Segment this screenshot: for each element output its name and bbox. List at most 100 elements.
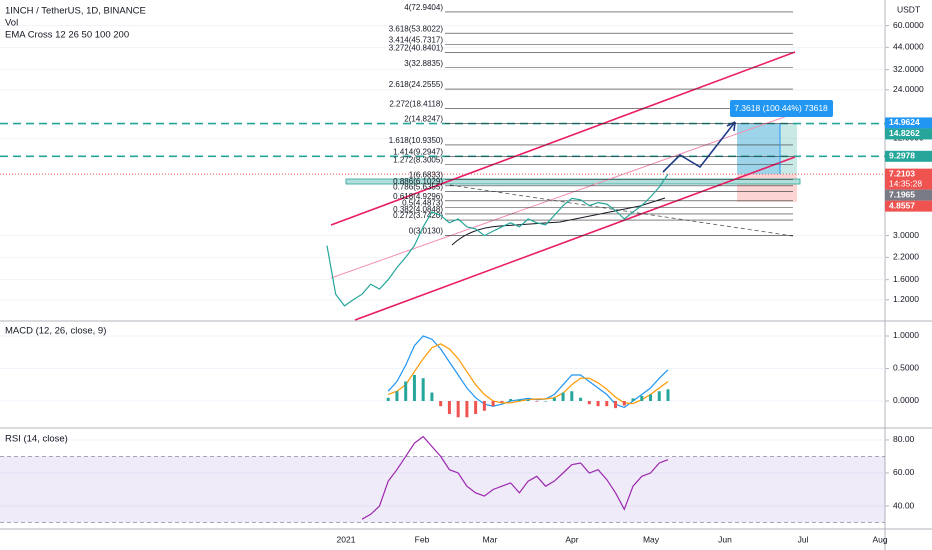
x-tick-label: Jul (798, 534, 809, 544)
y-tick-label: 2.2000 (893, 252, 919, 262)
x-tick-label: Apr (565, 534, 578, 544)
histogram-bar (631, 398, 635, 401)
channel-upper (330, 51, 796, 226)
annotation: 7.3618 (100.44%) 73618 (734, 103, 828, 113)
price-label: 4.8557 (889, 200, 915, 210)
price-label-box (885, 200, 932, 212)
histogram-bar (587, 400, 591, 405)
target-zone (737, 123, 797, 175)
y-tick-label: 24.0000 (893, 84, 924, 94)
channel-mid (330, 114, 791, 279)
fib-label: 1.618(10.9350) (389, 136, 444, 145)
pane-title: 1INCH / TetherUS, 1D, BINANCE (5, 6, 146, 17)
pane-title: MACD (12, 26, close, 9) (5, 326, 106, 337)
fib-label: 0.5(4.4873) (402, 198, 443, 207)
price-label: 9.2978 (889, 151, 915, 161)
histogram-bar (474, 400, 478, 414)
histogram-bar (622, 400, 626, 406)
histogram-bar (640, 395, 644, 401)
histogram-bar (412, 374, 416, 401)
price-label-box (885, 128, 932, 140)
x-tick-label: Feb (415, 534, 430, 544)
histogram-bar (649, 394, 653, 401)
price-label-box (885, 150, 932, 162)
y-tick-label: 80.00 (893, 434, 915, 444)
drawings (330, 51, 801, 321)
histogram-bar (491, 400, 495, 407)
histogram-bar (561, 392, 565, 401)
fib-label: 3(32.8835) (404, 59, 443, 68)
price-label-box (885, 168, 932, 190)
zone (345, 178, 801, 185)
histogram-bar (596, 400, 600, 407)
currency-label: USDT (897, 4, 920, 14)
histogram-bar (386, 397, 390, 401)
fib-label: 0.272(3.7420) (393, 211, 443, 220)
trend-line (449, 184, 794, 237)
fib-label: 0.618(4.9296) (393, 192, 443, 201)
fib-label: 2.618(24.2555) (389, 80, 444, 89)
indicator-label: EMA Cross 12 26 50 100 200 (5, 30, 129, 41)
fib-label: 0.382(4.0848) (393, 205, 443, 214)
y-tick-label: 32.0000 (893, 64, 924, 74)
series-line (387, 335, 669, 409)
histogram-bar (570, 391, 574, 401)
fib-label: 4(72.9404) (404, 3, 443, 12)
y-tick-label: 1.0000 (893, 330, 919, 340)
histogram-bar (517, 399, 521, 401)
histogram-bar (482, 400, 486, 411)
price-label: 7.2103 (889, 168, 915, 178)
indicator-label: Vol (5, 18, 18, 29)
fib-label: 2(14.8247) (404, 115, 443, 124)
x-tick-label: Aug (872, 534, 887, 544)
projection-path (662, 121, 736, 173)
price-label: 14.8262 (889, 128, 920, 138)
fib-label: 3.618(53.8022) (389, 24, 444, 33)
y-tick-label: 60.0000 (893, 20, 924, 30)
histogram-bar (614, 400, 618, 409)
histogram-bar (404, 381, 408, 401)
histogram-bar (657, 391, 661, 401)
price-label: 14.9624 (889, 117, 920, 127)
stop-zone (737, 174, 797, 202)
pane-title: RSI (14, close) (5, 434, 68, 445)
price-label: 7.1965 (889, 189, 915, 199)
y-tick-label: 60.00 (893, 467, 915, 477)
x-tick-label: 2021 (337, 534, 356, 544)
histogram-bar (500, 400, 504, 403)
histogram-bar (439, 400, 443, 407)
price-label-box (885, 189, 932, 201)
ema-line (451, 197, 666, 246)
fib-label: 2.272(18.4118) (389, 100, 443, 109)
histogram-bar (421, 378, 425, 401)
histogram-bar (447, 400, 451, 414)
histogram-bar (666, 389, 670, 401)
fib-label: 0.886(6.1029) (393, 177, 443, 186)
y-tick-label: 0.5000 (893, 363, 919, 373)
y-tick-label: 0.0000 (893, 395, 919, 405)
y-tick-label: 1.2000 (893, 294, 919, 304)
fib-label: 1(6.6833) (409, 171, 444, 180)
histogram-bar (465, 400, 469, 418)
countdown-label: 14:35:28 (889, 178, 922, 188)
y-tick-label: 44.0000 (893, 42, 924, 52)
histogram-bar (456, 400, 460, 418)
y-tick-label: 1.6000 (893, 274, 919, 284)
x-tick-label: Mar (483, 534, 498, 544)
fib-label: 1.414(9.2947) (393, 147, 443, 156)
y-tick-label: 40.00 (893, 500, 915, 510)
fib-label: 3.414(45.7317) (389, 36, 444, 45)
rsi-band (0, 456, 885, 523)
price-label-box (885, 117, 932, 129)
annotation-box (730, 100, 833, 117)
fib-label: 0.786(5.6355) (393, 183, 443, 192)
histogram-bar (535, 400, 539, 402)
histogram-bar (395, 391, 399, 401)
histogram-bar (526, 399, 530, 401)
fib-label: 0(3.0130) (409, 226, 444, 235)
y-tick-label: 3.0000 (893, 230, 919, 240)
series-line (361, 435, 669, 520)
